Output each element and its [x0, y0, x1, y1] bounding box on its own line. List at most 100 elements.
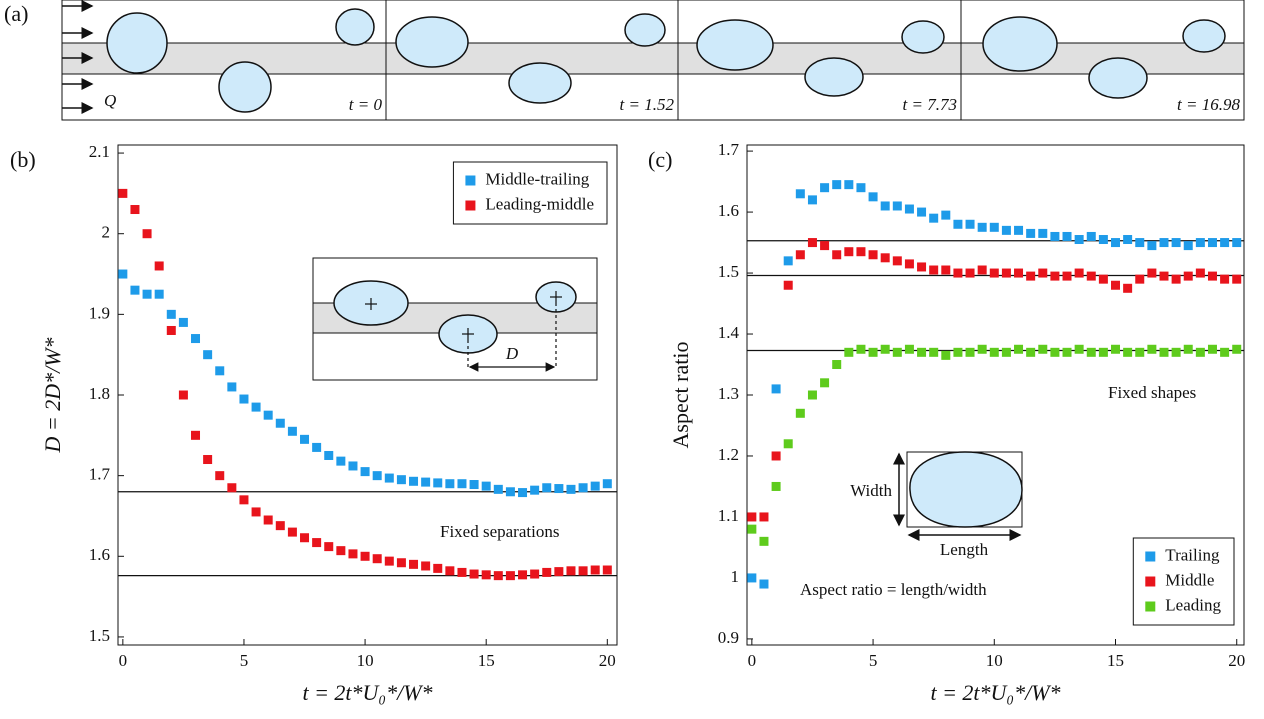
data-point	[1220, 274, 1230, 284]
data-point	[1074, 235, 1084, 245]
data-point	[239, 495, 249, 505]
data-point	[542, 483, 552, 493]
data-point	[421, 477, 431, 487]
y-tick-label: 1.1	[718, 506, 739, 525]
legend-label: Middle-trailing	[485, 169, 589, 188]
data-point	[457, 567, 467, 577]
data-point	[868, 347, 878, 357]
data-point	[783, 256, 793, 266]
shape-inset: Width Length	[850, 451, 1023, 559]
data-point	[1123, 235, 1133, 245]
data-point	[324, 450, 334, 460]
data-point	[457, 479, 467, 489]
data-point	[759, 579, 769, 589]
data-point	[1050, 347, 1060, 357]
legend-marker	[465, 200, 476, 211]
data-point	[1038, 268, 1048, 278]
data-point	[1171, 347, 1181, 357]
data-point	[118, 188, 128, 198]
y-tick-label: 1.7	[89, 465, 111, 484]
data-point	[215, 471, 225, 481]
data-point	[372, 471, 382, 481]
data-point	[602, 479, 612, 489]
data-point	[1086, 231, 1096, 241]
data-point	[929, 265, 939, 275]
data-point	[989, 347, 999, 357]
panel-label: (c)	[648, 147, 672, 172]
data-point	[1147, 268, 1157, 278]
data-point	[1159, 271, 1169, 281]
data-point	[445, 479, 455, 489]
data-point	[191, 334, 201, 344]
data-point	[191, 430, 201, 440]
data-point	[1062, 347, 1072, 357]
data-point	[820, 183, 830, 193]
data-point	[892, 347, 902, 357]
time-label: t = 7.73	[903, 95, 957, 114]
data-point	[1098, 235, 1108, 245]
data-point	[965, 268, 975, 278]
flow-label: Q	[104, 91, 116, 110]
data-point	[1026, 228, 1036, 238]
data-point	[1159, 347, 1169, 357]
data-point	[360, 467, 370, 477]
y-tick-label: 1.8	[89, 384, 110, 403]
data-point	[1171, 238, 1181, 248]
annotation: Aspect ratio = length/width	[800, 580, 987, 599]
data-point	[953, 347, 963, 357]
data-point	[505, 487, 515, 497]
y-tick-label: 1.6	[89, 545, 110, 564]
data-point	[469, 480, 479, 490]
data-point	[1123, 283, 1133, 293]
data-point	[1038, 228, 1048, 238]
data-point	[203, 350, 213, 360]
time-label: t = 1.52	[620, 95, 675, 114]
legend	[452, 161, 608, 225]
y-axis-label: Aspect ratio	[668, 342, 693, 449]
data-point	[215, 366, 225, 376]
data-point	[602, 565, 612, 575]
data-point	[263, 515, 273, 525]
data-point	[1135, 238, 1145, 248]
data-point	[287, 527, 297, 537]
data-point	[977, 344, 987, 354]
y-tick-label: 1.9	[89, 303, 110, 322]
data-point	[953, 268, 963, 278]
annotation: Fixed shapes	[1108, 383, 1196, 402]
data-point	[227, 483, 237, 493]
data-point	[409, 476, 419, 486]
data-point	[130, 205, 140, 215]
data-point	[832, 360, 842, 370]
data-point	[832, 180, 842, 190]
data-point	[783, 439, 793, 449]
x-tick-label: 15	[478, 651, 495, 670]
data-point	[1111, 344, 1121, 354]
data-point	[178, 390, 188, 400]
data-point	[868, 250, 878, 260]
data-point	[1195, 238, 1205, 248]
legend-marker	[465, 175, 476, 186]
data-point	[844, 180, 854, 190]
data-point	[1086, 347, 1096, 357]
data-point	[1014, 344, 1024, 354]
data-point	[844, 347, 854, 357]
data-point	[759, 536, 769, 546]
data-point	[1038, 344, 1048, 354]
panel-label: (a)	[4, 1, 28, 26]
inset-label: Width	[850, 481, 892, 500]
data-point	[469, 569, 479, 579]
data-point	[227, 382, 237, 392]
data-point	[275, 418, 285, 428]
data-point	[530, 485, 540, 495]
data-point	[142, 229, 152, 239]
y-tick-label: 1	[731, 567, 740, 586]
data-point	[384, 556, 394, 566]
snapshot-panel: (a) Q t = 0 t = 1.52 t = 7.73 t = 16.98	[4, 0, 1245, 121]
data-point	[1014, 225, 1024, 235]
data-point	[336, 456, 346, 466]
data-point	[287, 426, 297, 436]
data-point	[590, 565, 600, 575]
data-point	[372, 554, 382, 564]
data-point	[1232, 238, 1242, 248]
y-tick-label: 2.1	[89, 142, 110, 161]
